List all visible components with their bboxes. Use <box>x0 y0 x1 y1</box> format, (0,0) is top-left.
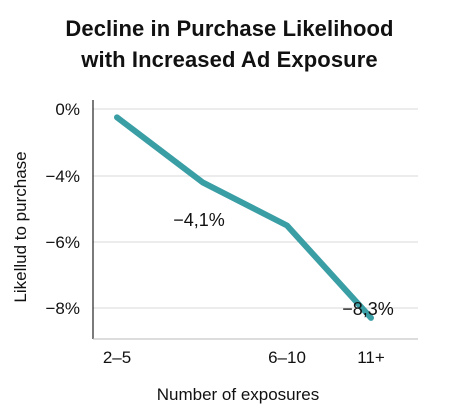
y-tick-label: −8% <box>46 299 81 318</box>
data-annotations: −4,1% −8,3% <box>173 210 394 319</box>
y-tick-label: −6% <box>46 233 81 252</box>
y-tick-labels: 0% −4% −6% −8% <box>46 100 81 318</box>
data-label: −4,1% <box>173 210 225 230</box>
y-axis-label: Likellud to purchase <box>11 151 30 302</box>
y-tick-label: 0% <box>55 100 80 119</box>
chart-title-line-2: with Increased Ad Exposure <box>81 47 378 72</box>
x-tick-labels: 2–5 6–10 11+ <box>103 348 385 367</box>
x-tick-label: 11+ <box>357 348 385 367</box>
x-axis-label: Number of exposures <box>157 385 320 404</box>
chart-title-line-1: Decline in Purchase Likelihood <box>65 16 394 41</box>
data-label: −8,3% <box>342 299 394 319</box>
x-tick-label: 6–10 <box>268 348 306 367</box>
y-tick-label: −4% <box>46 167 81 186</box>
series-line <box>114 114 374 321</box>
x-tick-label: 2–5 <box>103 348 131 367</box>
